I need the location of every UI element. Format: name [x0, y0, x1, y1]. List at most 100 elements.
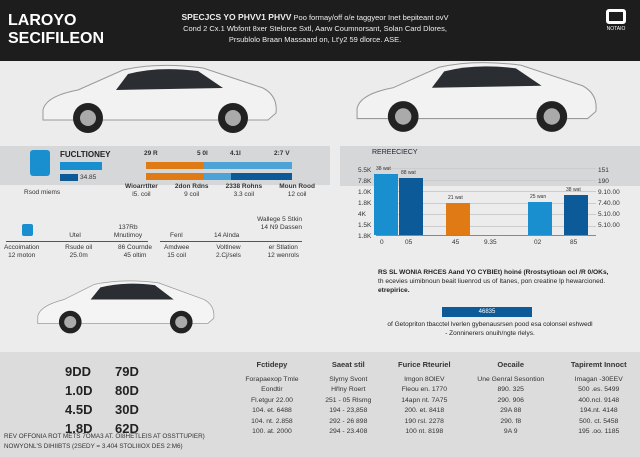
- header: LAROYO SECIFILEON SPECJCS YO PHVV1 PHVV P…: [0, 0, 640, 61]
- bar-label: 5 0l: [197, 150, 208, 157]
- car-image-side-left: [42, 64, 277, 133]
- spec-table-right: Amdwee 15 coil Voltlnew 2.Cj/sels er Stlat…: [164, 244, 299, 259]
- bar-data-label: 21 wat: [448, 194, 463, 201]
- bar-label: 29 R: [144, 150, 158, 157]
- gridline: [376, 191, 596, 192]
- y-left-tick-label: 4K: [358, 211, 366, 218]
- header-description: SPECJCS YO PHVV1 PHVV Poo formay/off o/e…: [181, 12, 449, 44]
- column-cell: 251 - 05 Rlsmg: [325, 396, 372, 404]
- spec-columns: Fctidepy Forapaexop Tmle Eondtir Fl.etgur 2…: [232, 360, 640, 438]
- column-cell: Fl.etgur 22.00: [250, 396, 293, 404]
- bottom-section: [0, 352, 640, 457]
- y-right-tick-label: 7.40.00: [598, 200, 620, 207]
- spec-column: Fctidepy Forapaexop Tmle Eondtir Fl.etgur 2…: [245, 360, 298, 438]
- column-cell: 294 - 23.408: [329, 428, 368, 435]
- y-left-tick-label: 5.5K: [358, 167, 372, 174]
- column-cell: 290. 906: [497, 396, 524, 404]
- column-header: Saeat stil: [331, 360, 365, 369]
- bar-data-label: 88 wat: [401, 170, 416, 177]
- spec-column: Furice Rteuriel Imgon 8OlEV Fleou en. 1770…: [398, 360, 451, 438]
- spec-header: 14 Alnda: [214, 232, 240, 239]
- spec-header: Utel: [69, 232, 81, 239]
- column-header: Oecaile: [497, 360, 525, 369]
- efficiency-chart: 38 wat 25 wan 88 wat 38 wat 21 wat 0 05 45 9.35 0…: [340, 140, 640, 250]
- y-right-tick-label: 151: [598, 167, 609, 174]
- column-cell: 500 .es. 5499: [578, 386, 620, 393]
- column-cell: 104. et. 6488: [252, 407, 292, 414]
- brand-title: LAROYO SECIFILEON: [8, 12, 105, 47]
- y-left-tick-label: 1.8K: [358, 233, 372, 240]
- value-badge: 46835: [442, 307, 532, 317]
- column-cell: Eondtir: [261, 386, 283, 393]
- gridline: [376, 168, 596, 169]
- column-cell: 292 - 26 898: [329, 417, 368, 425]
- chart-bar: [446, 202, 470, 235]
- x-axis: [376, 235, 596, 236]
- car-image-front: [37, 280, 215, 334]
- column-cell: 194.nt. 4148: [579, 407, 618, 414]
- x-tick-label: 85: [570, 239, 578, 246]
- bar-data-label: 38 wat: [566, 186, 581, 193]
- column-cell: 195 .oo. 1185: [578, 428, 620, 435]
- progress-bottom: [146, 173, 292, 180]
- gridline: [376, 225, 596, 227]
- spec-table-left: Accoimation 12 moton Rsude oil 25.0m 86 Co…: [4, 244, 152, 259]
- chart-bar: [399, 178, 423, 235]
- column-cell: 194 - 23,858: [329, 407, 368, 414]
- column-header: Tapiremt Innoct: [570, 360, 627, 369]
- chart-notes: RS SL WONIA RHCES Aand YO CYBIEt) hoiné …: [378, 269, 609, 294]
- column-cell: 9A 9: [503, 428, 518, 435]
- column-cell: Slyrny Svont: [329, 375, 368, 383]
- y-left-tick-label: 1.8K: [358, 200, 372, 207]
- column-cell: Forapaexop Tmle: [245, 375, 299, 383]
- y-left-tick-label: 1.0K: [358, 189, 372, 196]
- column-cell: 890. 325: [497, 386, 524, 393]
- bar-data-label: 38 wat: [376, 165, 391, 172]
- column-cell: 200. et. 8418: [404, 407, 445, 414]
- fuel-bar-light: [60, 162, 102, 170]
- logo: NOTAIO: [604, 9, 628, 32]
- chart-bar: [564, 194, 588, 235]
- column-cell: 190 rsl. 2278: [404, 417, 444, 425]
- gridline: [376, 202, 596, 204]
- column-cell: Une Genral Sesontion: [477, 375, 545, 383]
- x-tick-label: 45: [452, 239, 460, 246]
- spec-header: Fenl: [170, 232, 183, 239]
- spec-column: Tapiremt Innoct Imagan -30EEV 500 .es. 549…: [571, 360, 627, 438]
- x-tick-label: 9.35: [484, 239, 497, 246]
- divider: [160, 241, 302, 242]
- spec-column: Oecaile Une Genral Sesontion 890. 325 290. …: [477, 360, 544, 438]
- x-tick-label: 02: [534, 239, 542, 246]
- column-cell: 290. f8: [500, 417, 522, 425]
- column-cell: 104. nt. 2.858: [251, 417, 293, 425]
- chart-bar: [374, 173, 398, 235]
- gridline: [376, 179, 596, 181]
- chart-title: REREECIECY: [372, 149, 418, 156]
- fuel-pump-icon: [22, 224, 33, 236]
- fuel-caption: Rsod miems: [24, 189, 61, 196]
- x-tick-label: 05: [405, 239, 413, 246]
- fuel-pump-icon: [30, 150, 50, 176]
- logo-icon: [606, 9, 626, 24]
- spec-header: 137Rb Mnutimoy: [113, 224, 143, 239]
- column-cell: 100 nt. 8198: [405, 428, 444, 435]
- column-cell: Hřlny Roert: [331, 386, 366, 393]
- x-tick-label: 0: [380, 239, 384, 246]
- divider: [6, 241, 148, 242]
- fuel-bar-dark: [60, 174, 78, 181]
- column-cell: Fleou en. 1770: [401, 386, 447, 393]
- y-right-tick-label: 9.10.00: [598, 189, 620, 196]
- bar-label: 2:7 V: [274, 150, 290, 157]
- bar-label: 4.1l: [230, 150, 241, 157]
- spec-header: Wallege 5 Stkin 14 N9 Dassen: [257, 216, 302, 231]
- fuel-value: 34.85: [80, 174, 97, 181]
- progress-top: [146, 162, 292, 169]
- spec-column: Saeat stil Slyrny Svont Hřlny Roert 251 - 0…: [325, 360, 371, 438]
- column-header: Furice Rteuriel: [398, 360, 451, 369]
- driving-modes: Wioarrtlter l5. coil 2don Rdns 9 coil 2338…: [125, 183, 315, 198]
- y-left-tick-label: 1.5K: [358, 222, 372, 229]
- y-right-tick-label: 5.10.00: [598, 222, 620, 229]
- y-right-tick-label: 5.10.00: [598, 211, 620, 218]
- chart-footnote: of Getopriton tbacctel lverlen gybenausr…: [387, 321, 593, 337]
- y-left-tick-label: 7.8K: [358, 178, 372, 185]
